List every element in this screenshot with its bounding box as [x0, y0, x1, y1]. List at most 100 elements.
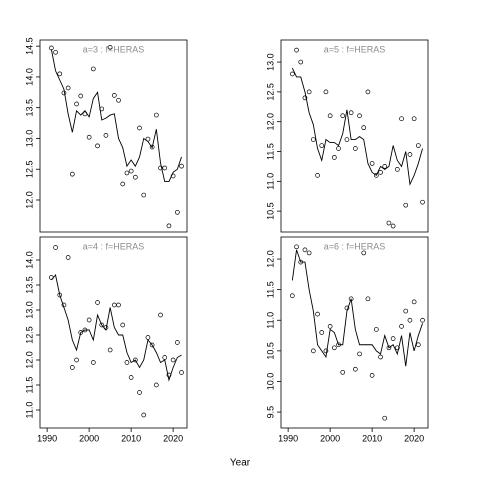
y-tick-label: 12.0 [265, 113, 275, 131]
panel-frame [39, 236, 188, 429]
point [78, 330, 84, 335]
y-tick-label: 10.5 [265, 342, 275, 360]
point [411, 299, 417, 305]
fit-line [50, 274, 182, 382]
point [69, 365, 75, 370]
fit-line [291, 67, 423, 186]
panel-title: a=4 : f=HERAS [83, 241, 145, 251]
point [420, 317, 425, 323]
point [361, 250, 367, 256]
x-tick-label: 1990 [37, 433, 57, 443]
point [415, 143, 421, 148]
point [352, 146, 358, 151]
y-tick-label: 14.0 [24, 251, 34, 269]
panel-frame [280, 236, 429, 429]
point [340, 369, 346, 375]
point [120, 322, 126, 328]
point [107, 347, 113, 353]
point [57, 71, 63, 77]
point [116, 97, 121, 103]
point [327, 324, 333, 329]
point [399, 116, 404, 122]
point [407, 152, 413, 157]
y-tick-label: 14.0 [24, 68, 34, 86]
y-tick-label: 12.5 [24, 326, 34, 344]
fit-line [291, 249, 423, 367]
point [298, 59, 304, 65]
point [302, 95, 308, 101]
y-tick-label: 10.5 [265, 202, 275, 220]
x-axis-label: Year [230, 458, 251, 469]
point [373, 327, 379, 332]
point [103, 133, 109, 138]
point [107, 45, 113, 50]
point [166, 223, 172, 229]
point [378, 170, 383, 175]
point [323, 348, 329, 354]
point [153, 382, 159, 388]
point [137, 390, 142, 395]
point [382, 164, 388, 169]
point [294, 244, 299, 250]
point [323, 89, 329, 95]
point [365, 296, 371, 302]
y-tick-label: 12.5 [24, 160, 34, 178]
point [331, 155, 337, 160]
y-tick-label: 12.5 [265, 83, 275, 101]
point [407, 317, 413, 323]
point [386, 220, 392, 226]
point [386, 345, 392, 351]
point [319, 143, 325, 148]
point [124, 360, 130, 365]
point [357, 351, 362, 357]
y-tick-label: 9.5 [265, 406, 275, 419]
point [111, 93, 117, 98]
point [86, 134, 92, 140]
point [369, 161, 375, 166]
point [149, 342, 155, 348]
point [116, 302, 121, 308]
point [128, 168, 134, 174]
point [369, 373, 375, 378]
point [158, 312, 163, 318]
point [319, 330, 325, 335]
point [69, 171, 75, 177]
y-tick-label: 11.0 [265, 173, 275, 190]
point [394, 345, 400, 351]
point [315, 173, 320, 178]
point [310, 137, 316, 142]
point [390, 223, 396, 229]
point [90, 66, 96, 72]
x-tick-label: 2010 [121, 433, 141, 443]
point [95, 300, 100, 305]
panel-title: a=3 : f=HERAS [83, 44, 145, 54]
point [99, 322, 105, 328]
point [344, 137, 350, 142]
point [365, 89, 371, 95]
y-tick-label: 12.0 [24, 351, 34, 369]
panel-frame [280, 39, 429, 233]
point [315, 311, 320, 317]
y-tick-label: 13.5 [24, 276, 34, 294]
point [340, 113, 346, 119]
point [357, 113, 362, 119]
x-tick-label: 1990 [278, 433, 298, 443]
point [90, 360, 96, 365]
y-tick-label: 13.0 [24, 301, 34, 319]
y-tick-label: 14.5 [24, 37, 34, 55]
point [170, 357, 176, 363]
point [403, 202, 409, 208]
point [399, 324, 404, 329]
point [306, 250, 312, 256]
panel-title: a=6 : f=HERAS [324, 241, 386, 251]
y-tick-label: 11.0 [265, 312, 275, 329]
x-tick-label: 2010 [362, 433, 382, 443]
point [65, 255, 71, 260]
y-tick-label: 11.5 [24, 377, 34, 394]
point [74, 101, 79, 107]
x-tick-label: 2000 [79, 433, 99, 443]
point [336, 146, 341, 151]
point [120, 181, 126, 187]
point [149, 144, 155, 150]
